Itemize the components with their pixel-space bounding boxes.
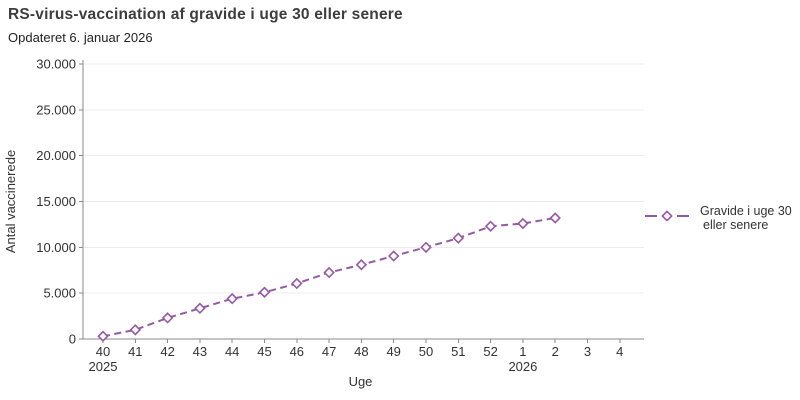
y-tick-label: 25.000	[36, 102, 76, 117]
y-tick-label: 30.000	[36, 57, 76, 72]
data-point-marker[interactable]	[226, 292, 238, 305]
data-point-marker[interactable]	[420, 241, 432, 254]
data-point-marker[interactable]	[129, 324, 142, 336]
legend-label-line1: Gravide i uge 30	[700, 204, 792, 218]
data-point-marker[interactable]	[387, 250, 400, 262]
x-tick-label: 43	[193, 344, 207, 359]
x-tick-label: 51	[451, 344, 465, 359]
legend[interactable]: Gravide i uge 30 eller senere	[644, 204, 792, 232]
legend-label-line2: eller senere	[703, 218, 769, 232]
x-tick-label: 44	[225, 344, 239, 359]
x-tick-label: 40	[96, 344, 110, 359]
data-point-marker[interactable]	[549, 212, 561, 224]
data-point-marker[interactable]	[258, 286, 271, 298]
x-tick-label: 47	[322, 344, 336, 359]
page-title: RS-virus-vaccination af gravide i uge 30…	[8, 6, 403, 23]
legend-diamond-marker	[661, 210, 673, 221]
x-tick-label: 3	[584, 344, 591, 359]
x-tick-label: 46	[290, 344, 304, 359]
x-tick-label: 4	[616, 344, 623, 359]
x-tick-label: 52	[483, 344, 497, 359]
y-tick-label: 0	[69, 332, 76, 347]
data-point-marker[interactable]	[355, 259, 368, 271]
x-tick-label: 45	[257, 344, 271, 359]
x-tick-label: 2	[552, 344, 559, 359]
data-point-marker[interactable]	[291, 277, 303, 290]
x-tick-label: 50	[419, 344, 433, 359]
x-tick-label: 42	[160, 344, 174, 359]
y-tick-label: 5.000	[43, 286, 76, 301]
legend-label: Gravide i uge 30 eller senere	[700, 204, 792, 232]
data-point-marker[interactable]	[452, 232, 465, 244]
x-tick-label: 49	[386, 344, 400, 359]
data-point-marker[interactable]	[97, 330, 109, 342]
y-tick-label: 15.000	[36, 194, 76, 209]
x-year-label: 2025	[89, 359, 118, 374]
x-year-label: 2026	[508, 359, 537, 374]
data-point-marker[interactable]	[517, 217, 529, 230]
legend-marker-icon	[645, 210, 689, 221]
data-point-marker[interactable]	[161, 312, 174, 324]
page-subtitle: Opdateret 6. januar 2026	[8, 30, 153, 45]
y-axis-title: Antal vaccinerede	[3, 150, 18, 253]
x-tick-label: 1	[519, 344, 526, 359]
data-point-marker[interactable]	[323, 266, 335, 279]
chart-header: RS-virus-vaccination af gravide i uge 30…	[8, 6, 403, 45]
data-point-marker[interactable]	[194, 302, 206, 315]
y-tick-label: 10.000	[36, 240, 76, 255]
y-tick-label: 20.000	[36, 148, 76, 163]
x-axis-title: Uge	[349, 374, 373, 389]
x-tick-label: 48	[354, 344, 368, 359]
data-point-marker[interactable]	[484, 220, 497, 232]
x-tick-label: 41	[128, 344, 142, 359]
